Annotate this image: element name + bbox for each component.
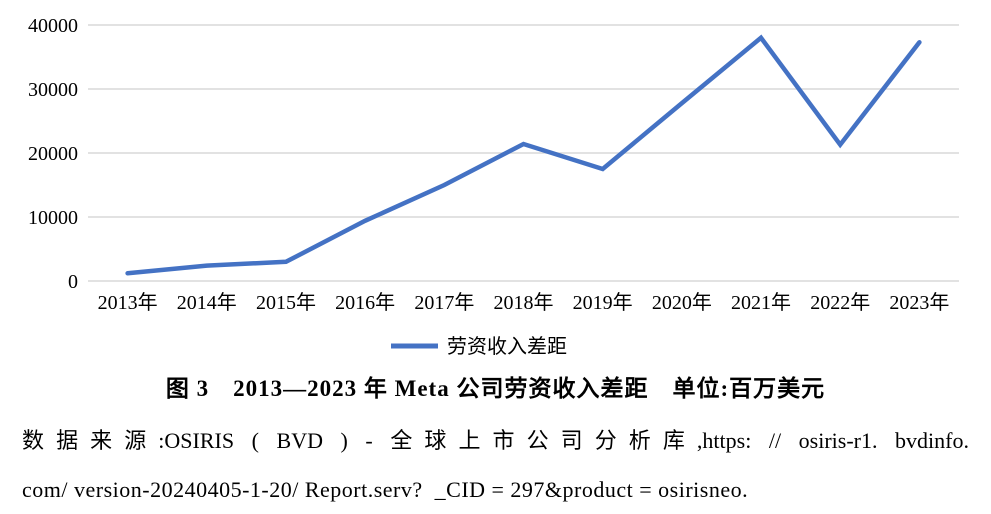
x-tick-label: 2017年 <box>414 291 474 314</box>
x-tick-label: 2015年 <box>256 291 316 314</box>
y-tick-label: 20000 <box>28 143 78 165</box>
x-tick-label: 2018年 <box>494 291 554 314</box>
y-tick-label: 0 <box>68 271 78 293</box>
x-tick-label: 2019年 <box>573 291 633 314</box>
x-tick-label: 2023年 <box>889 291 949 314</box>
source-line-2: com/ version-20240405-1-20/ Report.serv?… <box>22 477 749 502</box>
x-tick-label: 2016年 <box>335 291 395 314</box>
x-tick-label: 2021年 <box>731 291 791 314</box>
figure-caption: 图 3 2013—2023 年 Meta 公司劳资收入差距 单位:百万美元 <box>165 376 826 401</box>
y-tick-label: 30000 <box>28 79 78 101</box>
y-tick-label: 40000 <box>28 15 78 37</box>
labor-income-gap-line-chart: 0 10000 20000 30000 40000 2013年 2014年 2015年 2016… <box>28 15 959 358</box>
data-source: 数据来源:OSIRIS ( BVD ) - 全球上市公司分析库,https: /… <box>22 416 969 514</box>
source-line-1: 数据来源:OSIRIS ( BVD ) - 全球上市公司分析库,https: /… <box>22 428 969 453</box>
x-tick-label: 2013年 <box>98 291 158 314</box>
x-tick-label: 2020年 <box>652 291 712 314</box>
x-tick-label: 2022年 <box>810 291 870 314</box>
x-tick-label: 2014年 <box>177 291 237 314</box>
legend-label: 劳资收入差距 <box>447 335 567 358</box>
series-line <box>125 34 922 276</box>
y-tick-label: 10000 <box>28 207 78 229</box>
